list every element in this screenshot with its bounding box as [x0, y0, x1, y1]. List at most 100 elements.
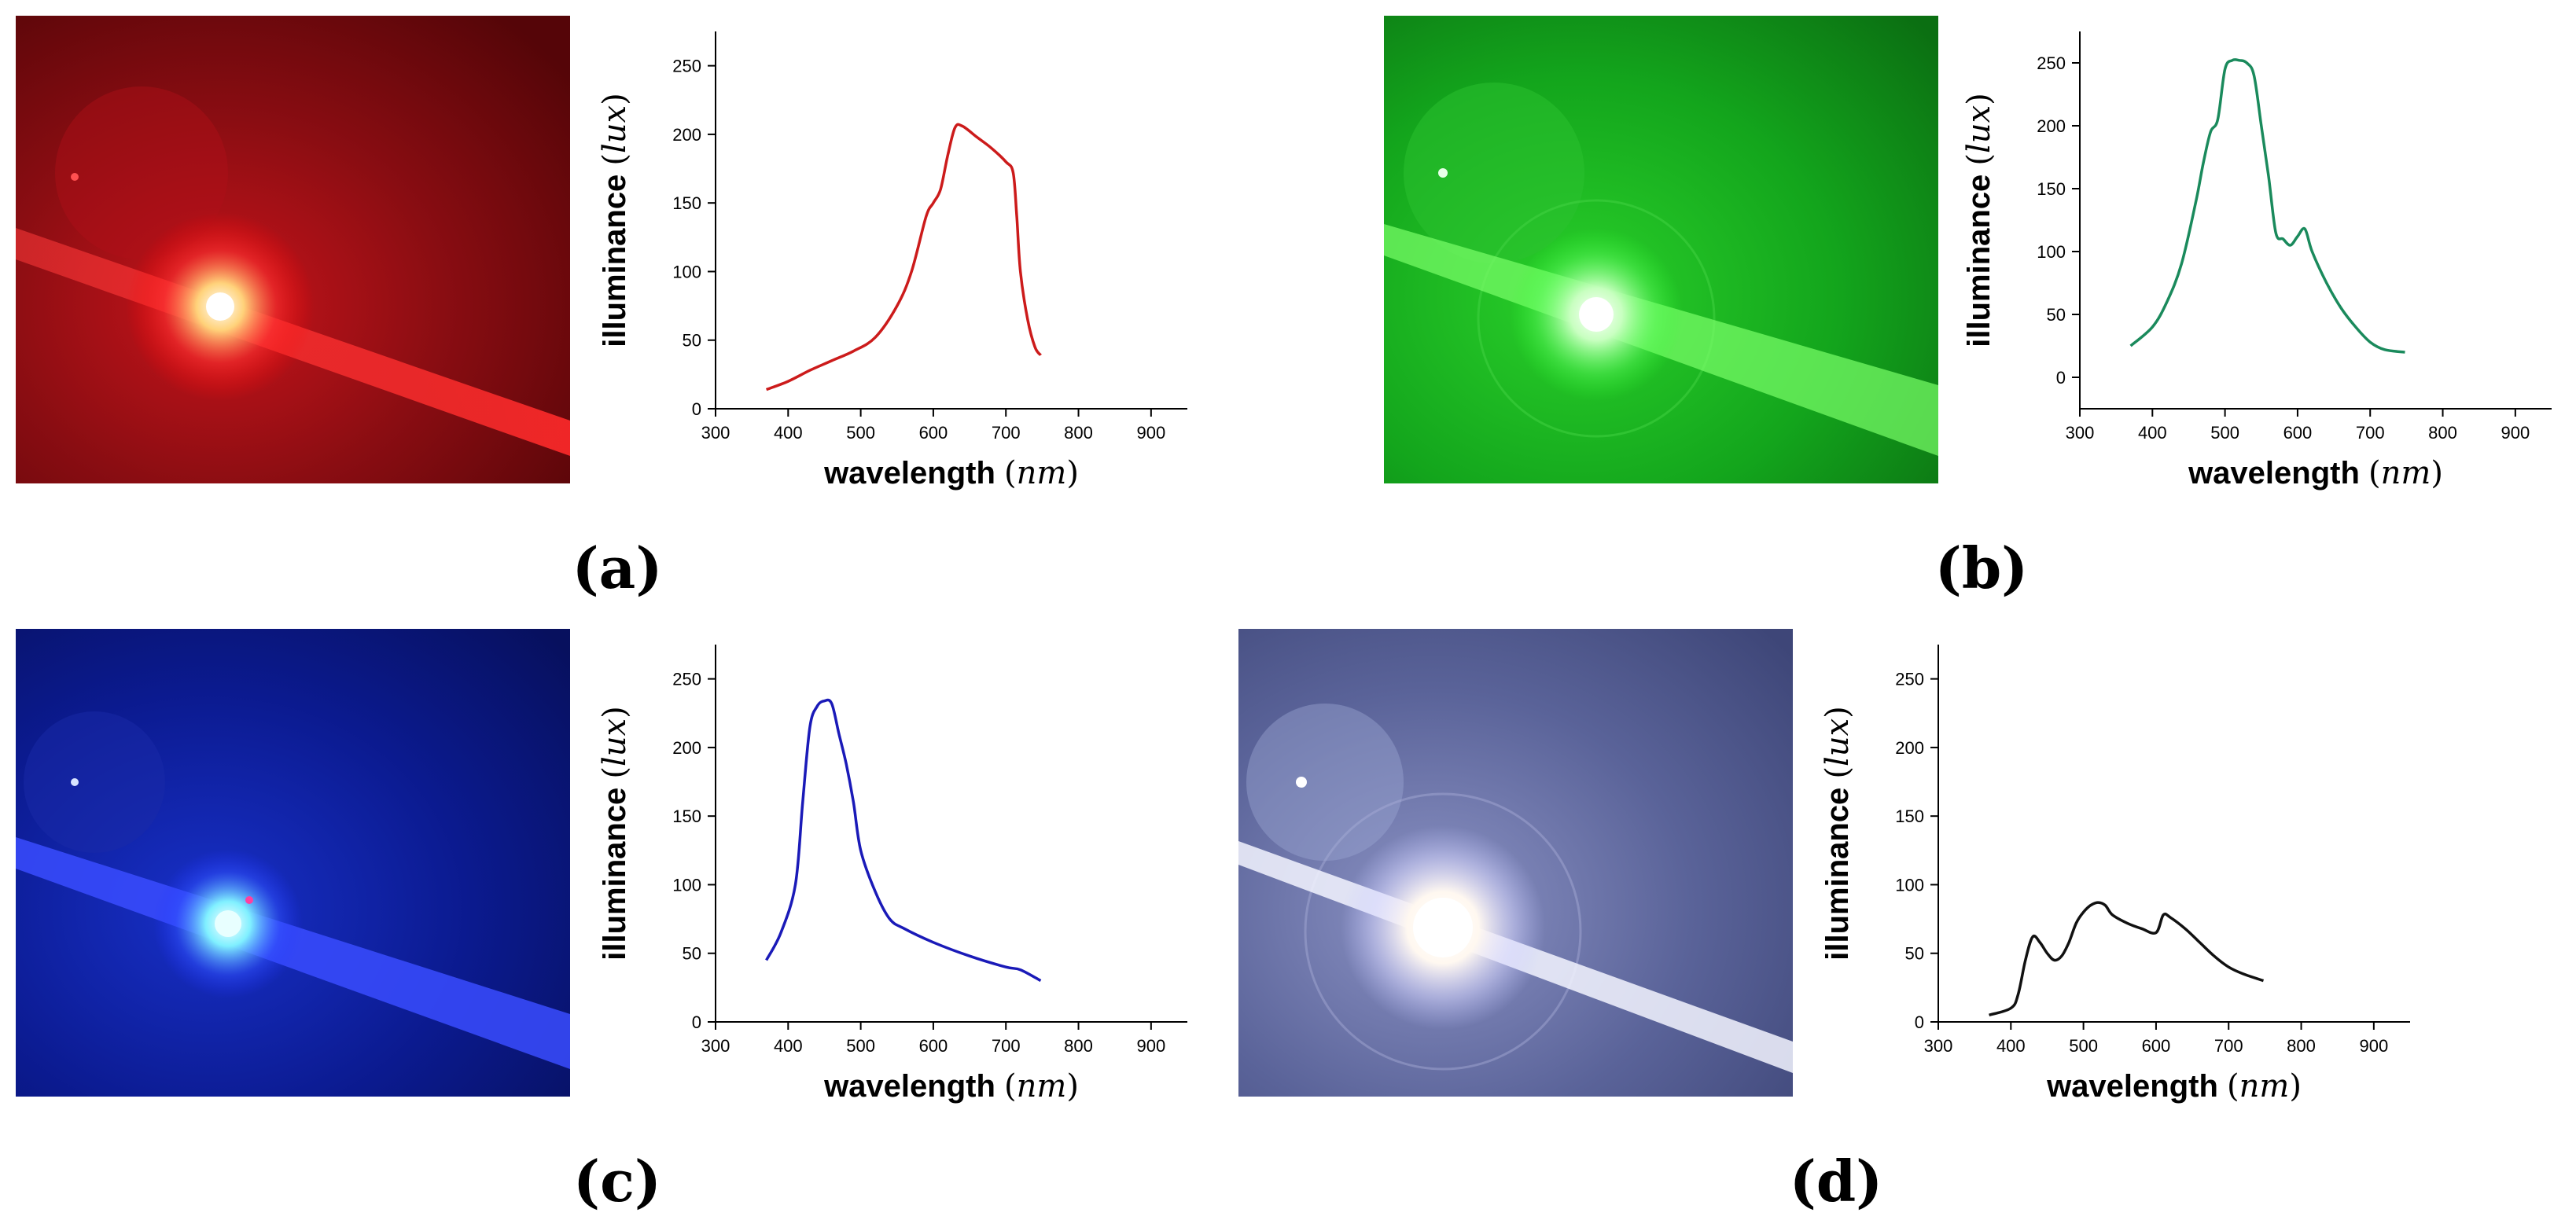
y-axis-label-unit-close: ) [1961, 93, 1997, 105]
x-tick-label: 900 [1136, 423, 1165, 443]
laser-photo-red [16, 16, 570, 483]
x-axis-label-unit-close: ) [1066, 1068, 1079, 1104]
y-tick-label: 150 [672, 807, 701, 826]
x-tick-label: 300 [701, 1036, 730, 1056]
y-axis-label-main: illuminance [1820, 779, 1855, 961]
y-axis-label-main: illuminance [1962, 166, 1996, 347]
x-tick-label: 600 [919, 1036, 948, 1056]
caption-d: (d) [1789, 1148, 1883, 1214]
x-tick-label: 900 [2359, 1036, 2388, 1056]
y-axis-label-unit-open: ( [1961, 153, 1997, 166]
y-axis-unit: lux [597, 105, 633, 153]
x-tick-label: 400 [774, 1036, 803, 1056]
y-axis-unit: lux [1820, 718, 1856, 766]
series-line [2129, 58, 2405, 354]
x-tick-label: 400 [2138, 423, 2167, 443]
y-tick-label: 150 [1895, 807, 1924, 826]
x-tick-label: 800 [2428, 423, 2457, 443]
x-axis-label: wavelength (nm) [823, 1068, 1079, 1104]
x-axis-label: wavelength (nm) [2046, 1068, 2302, 1104]
x-axis-label-main: wavelength [823, 456, 1004, 491]
x-tick-label: 800 [2287, 1036, 2316, 1056]
x-tick-label: 900 [2501, 423, 2530, 443]
x-tick-label: 300 [1924, 1036, 1953, 1056]
y-axis-label-unit-open: ( [597, 153, 633, 166]
series-line [1989, 901, 2265, 1016]
y-axis-label-unit-close: ) [597, 93, 633, 105]
y-tick-label: 0 [2056, 368, 2066, 388]
y-tick-label: 50 [683, 944, 701, 964]
y-axis-unit: lux [1961, 105, 1997, 153]
x-axis-label-unit: ( [1004, 1068, 1017, 1104]
y-tick-label: 250 [1895, 670, 1924, 689]
laser-photo-blue [16, 629, 570, 1097]
y-tick-label: 150 [2037, 179, 2066, 199]
x-tick-label: 700 [992, 1036, 1021, 1056]
x-axis-label: wavelength (nm) [2188, 455, 2443, 491]
y-tick-label: 150 [672, 193, 701, 213]
y-tick-label: 250 [672, 57, 701, 76]
y-tick-label: 100 [672, 875, 701, 895]
y-tick-label: 200 [1895, 738, 1924, 758]
x-tick-label: 900 [1136, 1036, 1165, 1056]
x-axis-label-main: wavelength [823, 1069, 1004, 1104]
caption-b: (b) [1934, 535, 2029, 601]
x-tick-label: 400 [774, 423, 803, 443]
x-axis-label-main: wavelength [2188, 456, 2368, 491]
x-axis-label-main: wavelength [2046, 1069, 2227, 1104]
photo-green-image [1384, 16, 1938, 483]
x-tick-label: 500 [2069, 1036, 2098, 1056]
y-tick-label: 50 [683, 331, 701, 351]
chart-a-svg: 300 400 500 600 700 800 900 0 50 100 150 200 250 wave… [597, 31, 1187, 491]
x-tick-label: 700 [2356, 423, 2385, 443]
y-axis-label-main: illuminance [598, 166, 632, 347]
x-axis-label-unit-close: ) [2289, 1068, 2302, 1104]
chart-b: 300 400 500 600 700 800 900 0 50 100 150 200 250 wave… [1938, 16, 2567, 503]
y-axis-label: illuminance (lux) [1820, 706, 1856, 961]
y-tick-label: 250 [672, 670, 701, 689]
y-tick-label: 250 [2037, 53, 2066, 73]
chart-c: 300 400 500 600 700 800 900 0 50 100 150 200 250 wave… [574, 629, 1203, 1116]
y-tick-label: 200 [672, 125, 701, 145]
chart-b-svg: 300 400 500 600 700 800 900 0 50 100 150 200 250 wave… [1961, 31, 2552, 491]
x-tick-label: 300 [2066, 423, 2095, 443]
y-tick-label: 0 [1915, 1012, 1924, 1032]
y-axis-label-unit-open: ( [1820, 766, 1856, 779]
laser-photo-green [1384, 16, 1938, 483]
chart-a: 300 400 500 600 700 800 900 0 50 100 150 200 250 wave… [574, 16, 1203, 503]
x-tick-label: 400 [1996, 1036, 2026, 1056]
x-tick-label: 300 [701, 423, 730, 443]
caption-a: (a) [572, 535, 663, 601]
chart-d: 300 400 500 600 700 800 900 0 50 100 150 200 250 wave… [1797, 629, 2426, 1116]
x-axis-label: wavelength (nm) [823, 455, 1079, 491]
x-axis-unit: nm [2381, 455, 2431, 491]
x-tick-label: 700 [992, 423, 1021, 443]
y-axis-label-unit-close: ) [597, 706, 633, 718]
series-line [765, 698, 1042, 983]
x-axis-label-unit-close: ) [1066, 455, 1079, 491]
x-axis-label-unit: ( [1004, 455, 1017, 491]
chart-c-svg: 300 400 500 600 700 800 900 0 50 100 150 200 250 wave… [597, 645, 1187, 1104]
x-axis-unit: nm [1017, 1068, 1067, 1104]
x-axis-label-unit: ( [2227, 1068, 2239, 1104]
x-tick-label: 500 [846, 1036, 875, 1056]
y-axis-label-unit-close: ) [1820, 706, 1856, 718]
x-axis-unit: nm [2239, 1068, 2290, 1104]
y-tick-label: 0 [692, 399, 701, 419]
y-axis-label-main: illuminance [598, 779, 632, 961]
chart-d-svg: 300 400 500 600 700 800 900 0 50 100 150 200 250 wave… [1820, 645, 2410, 1104]
photo-red-image [16, 16, 570, 483]
y-tick-label: 100 [672, 262, 701, 281]
y-tick-label: 0 [692, 1012, 701, 1032]
laser-photo-white [1238, 629, 1793, 1097]
y-tick-label: 100 [2037, 242, 2066, 262]
x-tick-label: 800 [1064, 1036, 1093, 1056]
x-axis-unit: nm [1017, 455, 1067, 491]
caption-c: (c) [573, 1148, 661, 1214]
x-tick-label: 500 [846, 423, 875, 443]
series-line [765, 123, 1042, 391]
x-tick-label: 600 [919, 423, 948, 443]
photo-blue-image [16, 629, 570, 1097]
x-tick-label: 500 [2210, 423, 2239, 443]
y-tick-label: 100 [1895, 875, 1924, 895]
